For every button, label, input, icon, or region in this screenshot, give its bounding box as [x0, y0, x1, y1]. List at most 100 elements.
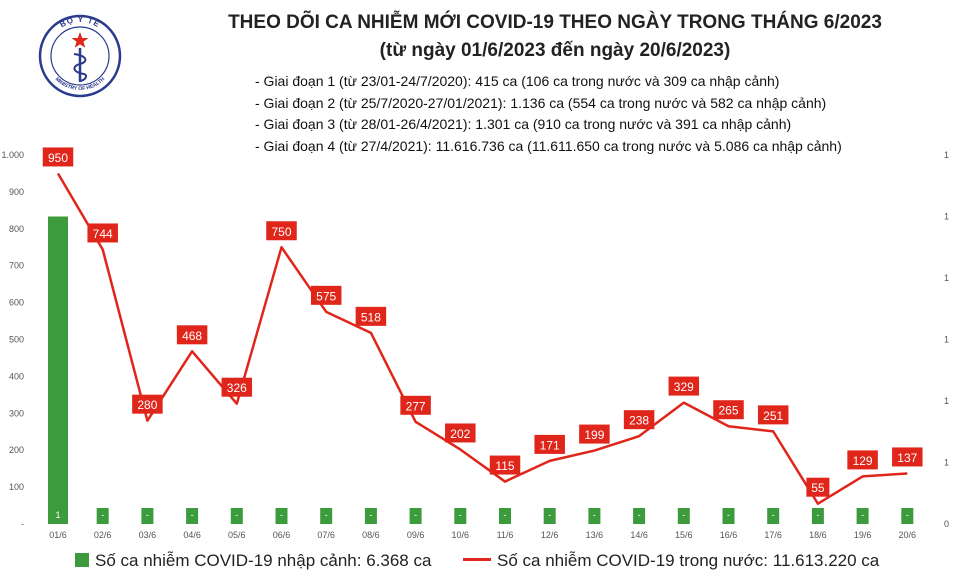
x-tick-label: 16/6: [720, 530, 738, 540]
domestic-point-label: 950: [48, 151, 68, 165]
imported-bar-label: -: [504, 510, 507, 520]
imported-bar-zero: [767, 508, 780, 524]
y-right-tick-label: 1: [944, 396, 949, 406]
domestic-point-label-bg: [806, 477, 830, 497]
imported-bar-zero: [454, 508, 467, 524]
imported-cases-bars: 1 - - - - - - - - - - - - - - - - - - -: [48, 216, 914, 524]
imported-bar-label: -: [191, 510, 194, 520]
domestic-point-label: 115: [495, 459, 514, 473]
imported-bar-label: -: [235, 510, 238, 520]
domestic-point-label: 468: [182, 329, 202, 343]
imported-bar-label: -: [325, 510, 328, 520]
domestic-point-label: 744: [93, 227, 113, 241]
y-left-tick-label: 500: [9, 335, 24, 345]
domestic-cases-line: [56, 172, 908, 505]
domestic-point-label-bg: [847, 450, 878, 470]
domestic-point-label-bg: [579, 424, 610, 444]
data-labels: 950 744 280 468 326 750 575 518 277 202 115 171 199 2…: [42, 147, 923, 497]
imported-bar-label: -: [593, 510, 596, 520]
imported-bar-label: -: [772, 510, 775, 520]
imported-bar-label: -: [459, 510, 462, 520]
imported-bar: [48, 216, 68, 524]
imported-bar-zero: [722, 508, 735, 524]
imported-bar-zero: [275, 508, 288, 524]
legend-item-domestic: Số ca nhiễm COVID-19 trong nước: 11.613.…: [463, 551, 879, 571]
y-left-tick-label: 400: [9, 371, 24, 381]
domestic-point-label: 129: [853, 454, 873, 468]
domestic-point-label: 202: [450, 427, 470, 441]
imported-bar-zero: [364, 508, 377, 524]
domestic-point-label-bg: [221, 377, 253, 397]
domestic-point-label: 199: [584, 428, 604, 442]
x-tick-label: 02/6: [94, 530, 112, 540]
domestic-point-label-bg: [266, 221, 297, 241]
x-tick-label: 07/6: [317, 530, 335, 540]
imported-bar-label: -: [638, 510, 641, 520]
y-right-tick-label: 1: [944, 273, 949, 283]
domestic-cases-line-layer: [56, 172, 908, 505]
legend-label-imported: Số ca nhiễm COVID-19 nhập cảnh: 6.368 ca: [95, 551, 432, 570]
y-right-tick-label: 1: [944, 458, 949, 468]
imported-bar-label: -: [101, 510, 104, 520]
x-tick-label: 06/6: [273, 530, 291, 540]
domestic-point-label-bg: [87, 223, 118, 243]
x-tick-label: 15/6: [675, 530, 693, 540]
x-tick-label: 05/6: [228, 530, 246, 540]
domestic-point-label-bg: [42, 147, 74, 167]
x-tick-label: 03/6: [139, 530, 157, 540]
domestic-point-label-bg: [713, 400, 744, 420]
domestic-point-label: 277: [406, 399, 426, 413]
domestic-point-label: 265: [718, 404, 738, 418]
ministry-of-health-logo: BỘ Y TẾ MINISTRY OF HEALTH: [38, 14, 122, 98]
imported-bar-label: 1: [55, 510, 60, 520]
phase-note-1: - Giai đoạn 1 (từ 23/01-24/7/2020): 415 …: [255, 73, 780, 89]
imported-bar-zero: [499, 508, 511, 524]
y-left-tick-label: 700: [9, 261, 24, 271]
y-left-tick-label: 1.000: [1, 150, 24, 160]
domestic-point-label: 137: [897, 451, 917, 465]
imported-bar-zero: [141, 508, 154, 524]
y-left-tick-label: 800: [9, 224, 24, 234]
domestic-point-label-bg: [534, 434, 565, 454]
svg-text:BỘ Y TẾ: BỘ Y TẾ: [58, 15, 102, 29]
y-left-tick-label: 200: [9, 445, 24, 455]
phase-note-3: - Giai đoạn 3 (từ 28/01-26/4/2021): 1.30…: [255, 116, 792, 132]
imported-bar-label: -: [816, 510, 819, 520]
imported-bar-zero: [543, 508, 556, 524]
y-right-tick-label: 0: [944, 519, 949, 529]
x-tick-label: 17/6: [764, 530, 782, 540]
x-tick-label: 20/6: [899, 530, 917, 540]
domestic-point-label-bg: [355, 306, 387, 326]
x-tick-label: 10/6: [452, 530, 470, 540]
domestic-point-label-bg: [310, 285, 342, 305]
domestic-point-label-bg: [489, 455, 521, 475]
domestic-point-label: 575: [316, 289, 336, 303]
imported-bar-label: -: [548, 510, 551, 520]
x-tick-label: 18/6: [809, 530, 827, 540]
imported-bar-label: -: [414, 510, 417, 520]
legend-label-domestic: Số ca nhiễm COVID-19 trong nước: 11.613.…: [497, 551, 880, 570]
imported-bar-zero: [811, 508, 824, 524]
domestic-point-label: 55: [811, 481, 825, 495]
y-right-tick-label: 1: [944, 212, 949, 222]
x-tick-label: 01/6: [49, 530, 67, 540]
imported-bar-zero: [186, 508, 199, 524]
domestic-point-label: 329: [674, 380, 694, 394]
legend-swatch-line: [463, 558, 491, 561]
domestic-point-label: 238: [629, 414, 649, 428]
y-left-tick-label: 300: [9, 408, 24, 418]
chart-subtitle: (từ ngày 01/6/2023 đến ngày 20/6/2023): [379, 40, 731, 61]
x-tick-label: 13/6: [586, 530, 604, 540]
domestic-point-label-bg: [132, 394, 163, 414]
y-left-tick-label: 100: [9, 482, 24, 492]
domestic-point-label: 518: [361, 310, 381, 324]
imported-bar-label: -: [280, 510, 283, 520]
y-axis-right: 0 1 1 1 1 1 1: [944, 150, 949, 529]
imported-bar-zero: [677, 508, 690, 524]
phase-notes: - Giai đoạn 1 (từ 23/01-24/7/2020): 415 …: [255, 71, 842, 157]
x-tick-label: 09/6: [407, 530, 425, 540]
imported-bar-label: -: [906, 510, 909, 520]
imported-bar-zero: [901, 508, 914, 524]
phase-note-2: - Giai đoạn 2 (từ 25/7/2020-27/01/2021):…: [255, 94, 827, 111]
